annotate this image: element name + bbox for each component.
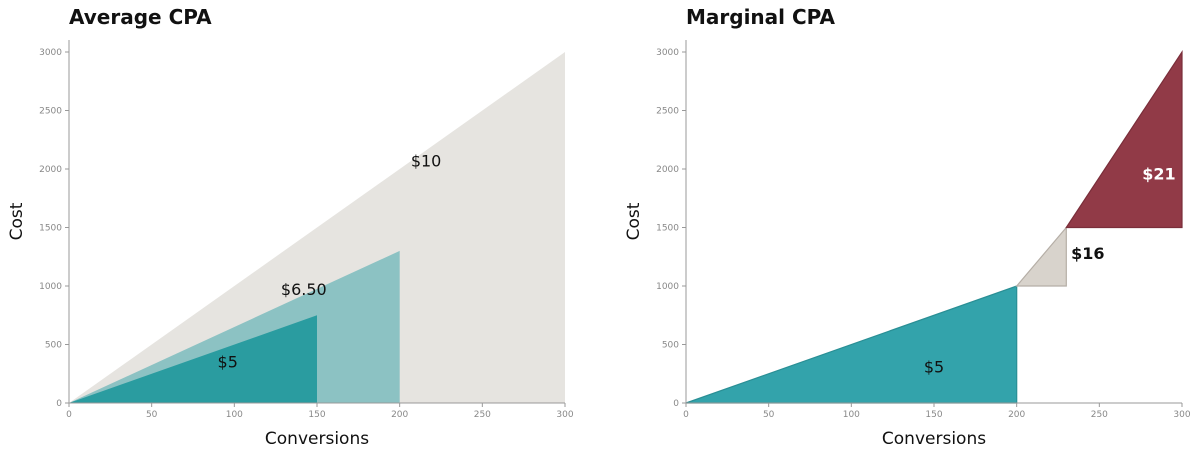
y-tick-label: 0 xyxy=(56,399,62,409)
x-tick-label: 200 xyxy=(1008,410,1025,420)
y-tick-label: 500 xyxy=(45,341,62,351)
y-tick-label: 2000 xyxy=(656,165,679,175)
x-tick-label: 50 xyxy=(146,410,158,420)
y-axis-label: Cost xyxy=(7,202,27,240)
region-label: $5 xyxy=(218,353,238,372)
region-area xyxy=(685,285,1018,404)
region-label: $21 xyxy=(1142,164,1175,183)
y-tick-label: 1000 xyxy=(39,282,62,292)
region-area xyxy=(1015,225,1067,287)
y-tick-label: 2500 xyxy=(656,107,679,117)
y-tick-label: 3000 xyxy=(39,48,62,58)
chart-panel-1: $10$6.50$50 50 100 150 200 250 300050010001500… xyxy=(7,5,574,449)
y-tick-label: 1000 xyxy=(656,282,679,292)
x-tick-label: 250 xyxy=(474,410,491,420)
region-area xyxy=(1065,49,1183,229)
y-tick-label: 0 xyxy=(673,399,679,409)
chart-title: Average CPA xyxy=(69,5,212,29)
y-tick-label: 1500 xyxy=(39,224,62,234)
x-tick-label: 250 xyxy=(1091,410,1108,420)
y-axis-label: Cost xyxy=(624,202,644,240)
chart-panel-2: $5$16$210 50 100 150 200 250 30005001000150020… xyxy=(624,5,1191,449)
x-tick-label: 150 xyxy=(925,410,942,420)
region-area xyxy=(69,250,400,403)
region-label: $10 xyxy=(411,152,442,171)
x-tick-label: 0 xyxy=(683,410,689,420)
y-tick-label: 3000 xyxy=(656,48,679,58)
x-axis-label: Conversions xyxy=(265,429,369,449)
y-tick-label: 2000 xyxy=(39,165,62,175)
y-tick-label: 500 xyxy=(662,341,679,351)
x-tick-label: 150 xyxy=(308,410,325,420)
x-tick-label: 0 xyxy=(66,410,72,420)
x-tick-label: 50 xyxy=(763,410,775,420)
x-tick-label: 100 xyxy=(843,410,860,420)
region-area xyxy=(69,52,565,403)
x-axis-label: Conversions xyxy=(882,429,986,449)
x-tick-label: 100 xyxy=(226,410,243,420)
region-area xyxy=(69,315,317,403)
x-tick-label: 300 xyxy=(1173,410,1190,420)
region-label: $16 xyxy=(1071,244,1104,263)
y-tick-label: 1500 xyxy=(656,224,679,234)
region-label: $5 xyxy=(924,357,944,376)
y-tick-label: 2500 xyxy=(39,107,62,117)
x-tick-label: 200 xyxy=(391,410,408,420)
chart-title: Marginal CPA xyxy=(686,5,835,29)
region-label: $6.50 xyxy=(281,280,327,299)
x-tick-label: 300 xyxy=(556,410,573,420)
